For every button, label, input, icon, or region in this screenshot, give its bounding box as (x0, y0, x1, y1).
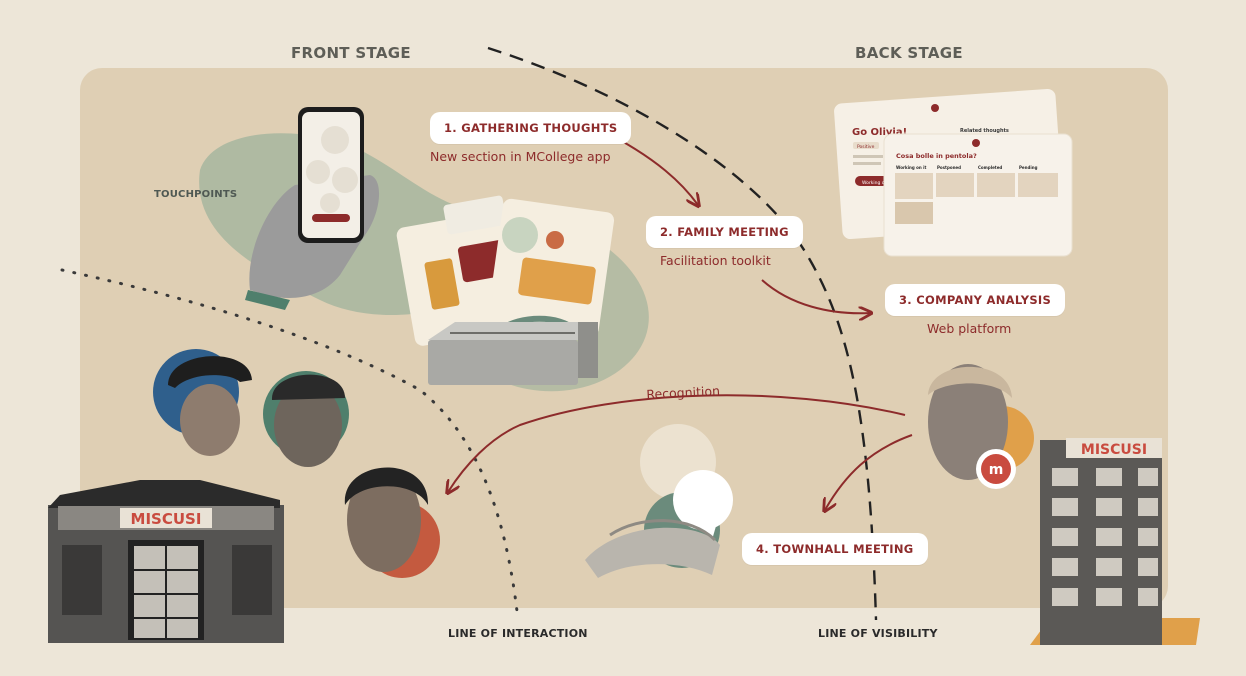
restaurant-building-illustration: MISCUSI (48, 480, 284, 643)
web-back-sub: Related thoughts (960, 128, 1009, 134)
step-3-pill: 3. COMPANY ANALYSIS (885, 284, 1066, 316)
line-of-interaction-path (60, 268, 520, 622)
web-back-tag: Positive (857, 144, 875, 150)
step-4-pill: 4. TOWNHALL MEETING (742, 533, 928, 565)
step-2-pill: 2. FAMILY MEETING (646, 216, 803, 248)
line-of-visibility-path (487, 46, 878, 621)
arrow-recognition (448, 394, 906, 492)
line-of-visibility-label: LINE OF VISIBILITY (818, 627, 938, 640)
office-sign: MISCUSI (1081, 442, 1147, 458)
front-stage-header: FRONT STAGE (291, 44, 411, 62)
team-faces-illustration (153, 349, 440, 578)
web-col-4: Pending (1019, 165, 1038, 170)
step-3-subtitle: Web platform (927, 321, 1012, 336)
manager-illustration: m (928, 364, 1034, 489)
step-1-subtitle: New section in MCollege app (430, 149, 611, 164)
line-of-interaction-label: LINE OF INTERACTION (448, 627, 588, 640)
step-1-pill: 1. GATHERING THOUGHTS (430, 112, 632, 144)
hands-together-illustration (585, 424, 733, 578)
web-col-2: Postponed (937, 165, 961, 170)
phone-hand-illustration (245, 107, 380, 310)
step-2-subtitle: Facilitation toolkit (660, 253, 771, 268)
web-col-3: Completed (978, 165, 1002, 170)
touchpoints-label: TOUCHPOINTS (154, 189, 238, 200)
arrow-step2-to-step3 (761, 279, 870, 313)
web-back-title: Go Olivia! (852, 127, 907, 138)
arrow-step1-to-step2 (619, 139, 698, 205)
back-stage-header: BACK STAGE (855, 44, 963, 62)
arrow-manager-to-step4 (825, 434, 913, 510)
svg-text:m: m (989, 462, 1004, 478)
web-col-1: Working on it (896, 165, 926, 170)
office-building-illustration: MISCUSI (1030, 438, 1200, 645)
web-front-title: Cosa bolle in pentola? (896, 152, 977, 160)
web-back-button: Working o (862, 180, 885, 186)
toolkit-cards-illustration (396, 195, 615, 385)
web-platform-illustration: Go Olivia! Related thoughts Positive Wor… (834, 88, 1073, 257)
restaurant-sign: MISCUSI (131, 510, 202, 528)
